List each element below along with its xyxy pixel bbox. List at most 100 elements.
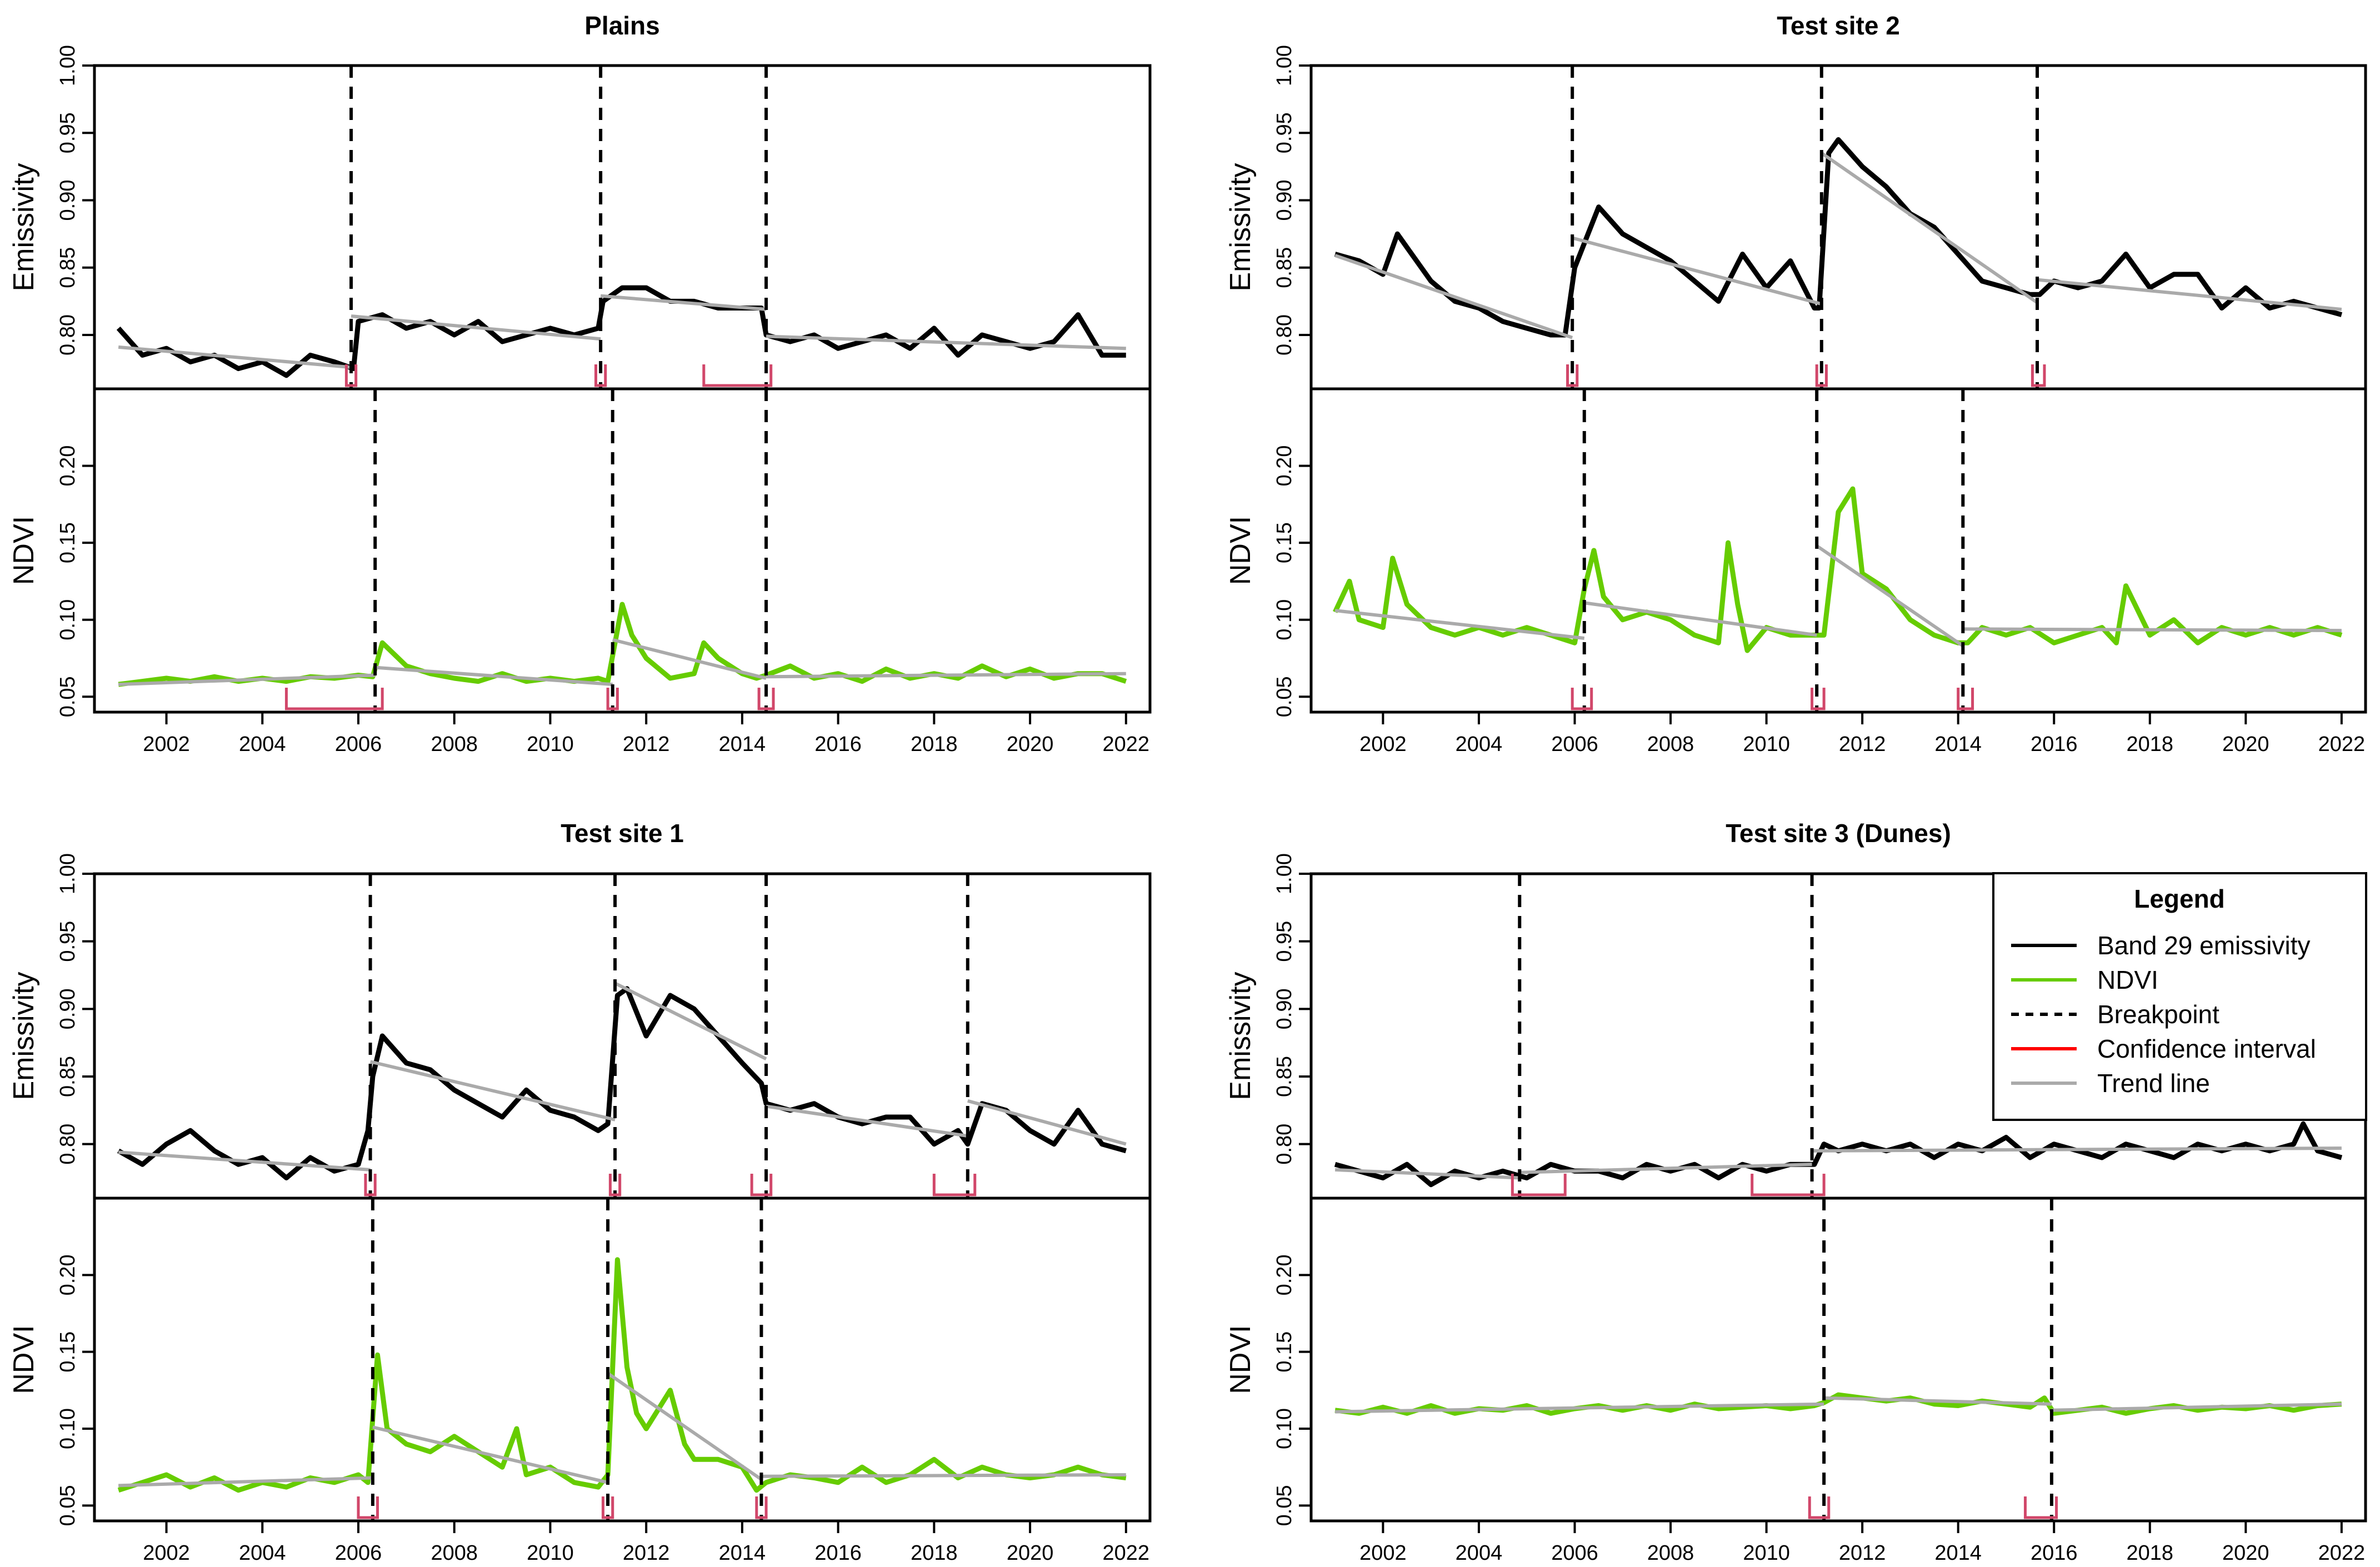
trend-segment: [375, 665, 613, 687]
legend-frame: [1992, 872, 2367, 1121]
x-tick-label: 2016: [2031, 1541, 2078, 1565]
trend-segment: [1584, 601, 1817, 637]
y-tick-label: 0.85: [1273, 1056, 1296, 1097]
confidence-interval: [606, 688, 619, 710]
trend-segment: [118, 1150, 371, 1172]
y-axis-label: Emissivity: [1224, 163, 1257, 291]
x-tick-label: 2006: [335, 733, 382, 756]
legend-label-confidence: Confidence interval: [2097, 1034, 2316, 1063]
x-tick-label: 2002: [1359, 1541, 1407, 1565]
x-tick-label: 2004: [239, 733, 286, 756]
x-tick-label: 2002: [1359, 733, 1407, 756]
x-tick-label: 2020: [1007, 1541, 1054, 1565]
x-tick-label: 2006: [335, 1541, 382, 1565]
chart-test-site-2: Test site 2 0.80 0.85 0.90 0.95 1.00 Emissivit…: [1224, 11, 2367, 756]
trend-segment: [372, 1425, 608, 1484]
legend-box: Legend Band 29 emissivity NDVI Breakpoin…: [1992, 872, 2367, 1121]
emissivity-line: [116, 285, 1126, 378]
trend-segment: [351, 314, 601, 341]
x-tick-label: 2018: [911, 733, 958, 756]
trend-segment: [766, 1104, 968, 1138]
panel-plot-area: [117, 874, 1127, 1198]
x-tick-label: 2022: [1103, 1541, 1150, 1565]
panel-ndvi: 0.05 0.10 0.15 0.20 NDVI: [1224, 1196, 2367, 1526]
y-tick-label: 0.20: [56, 445, 79, 487]
trend-segment: [612, 638, 767, 680]
y-tick-label: 0.15: [1273, 522, 1296, 563]
legend-label-emissivity: Band 29 emissivity: [2097, 931, 2311, 960]
y-axis-label: NDVI: [8, 516, 40, 585]
panel-frame: [1309, 387, 2367, 714]
panel-ndvi: 0.05 0.10 0.15 0.20 NDVI: [8, 387, 1152, 717]
y-tick-label: 0.15: [1273, 1331, 1296, 1373]
confidence-interval: [1811, 688, 1826, 710]
x-tick-label: 2016: [2031, 733, 2078, 756]
trend-segment: [1812, 1146, 2342, 1153]
y-tick-label: 0.85: [56, 247, 79, 288]
trend-segment: [1572, 236, 1822, 306]
x-tick-label: 2004: [239, 1541, 286, 1565]
y-tick-label: 0.15: [56, 522, 79, 563]
confidence-interval: [702, 364, 773, 387]
x-tick-label: 2006: [1551, 1541, 1598, 1565]
confidence-interval: [594, 364, 607, 387]
trend-segment: [369, 1060, 616, 1122]
x-tick-label: 2010: [1743, 733, 1790, 756]
x-tick-label: 2010: [1743, 1541, 1790, 1565]
y-tick-label: 0.95: [1273, 112, 1296, 153]
y-tick-label: 0.05: [56, 676, 79, 717]
panel-frame: [93, 64, 1152, 391]
x-tick-label: 2022: [1103, 733, 1150, 756]
x-tick-label: 2014: [719, 1541, 766, 1565]
chart-title: Plains: [584, 11, 660, 40]
trend-segment: [1335, 1168, 1520, 1180]
x-tick-label: 2010: [527, 733, 574, 756]
confidence-interval: [1751, 1174, 1826, 1196]
trend-segment: [1334, 254, 1573, 339]
chart-test-site-3: Test site 3 (Dunes) 0.80 0.85 0.90 0.95 1.00 E…: [1224, 819, 2367, 1565]
confidence-interval: [750, 1174, 773, 1196]
panel-frame: [1309, 64, 2367, 391]
y-axis-label: NDVI: [8, 1325, 40, 1394]
ndvi-line: [118, 602, 1127, 687]
panel-frame: [93, 387, 1152, 714]
confidence-interval: [1566, 364, 1579, 387]
x-tick-label: 2014: [1934, 1541, 1982, 1565]
legend-label-trend: Trend line: [2097, 1069, 2210, 1098]
x-tick-label: 2008: [431, 733, 478, 756]
ndvi-line: [117, 1257, 1127, 1493]
confidence-interval: [357, 1496, 379, 1519]
panel-plot-area: [116, 66, 1126, 389]
y-tick-label: 1.00: [1273, 853, 1296, 894]
y-tick-label: 1.00: [1273, 45, 1296, 86]
trend-segment: [1334, 609, 1585, 640]
x-tick-label: 2016: [814, 1541, 862, 1565]
panel-plot-area: [1334, 66, 2343, 389]
trend-segment: [766, 672, 1126, 679]
panel-ndvi: 0.05 0.10 0.15 0.20 NDVI: [1224, 387, 2367, 717]
y-tick-label: 0.15: [56, 1331, 79, 1373]
confidence-interval: [757, 688, 775, 710]
x-tick-label: 2022: [2318, 733, 2366, 756]
plots-layer: Plains 0.80 0.85 0.90 0.95 1.00 Emissivity 0.05…: [8, 11, 2367, 1565]
x-tick-label: 2012: [623, 733, 670, 756]
trend-segment: [1816, 544, 1964, 648]
y-tick-label: 0.10: [56, 599, 79, 640]
panel-frame: [93, 872, 1152, 1200]
panel-ndvi: 0.05 0.10 0.15 0.20 NDVI: [8, 1196, 1152, 1526]
y-tick-label: 0.80: [1273, 1124, 1296, 1165]
trend-segment: [118, 673, 376, 687]
trend-segment: [118, 1476, 373, 1488]
trend-segment: [761, 1473, 1126, 1478]
x-tick-label: 2006: [1551, 733, 1598, 756]
panel-plot-area: [1333, 389, 2343, 712]
y-tick-label: 1.00: [56, 45, 79, 86]
x-tick-label: 2012: [1839, 733, 1886, 756]
trend-segment: [614, 982, 767, 1061]
panel-plot-area: [1334, 1198, 2342, 1521]
panel-frame: [1309, 1196, 2367, 1523]
confidence-interval: [1957, 688, 1974, 710]
x-tick-label: 2008: [431, 1541, 478, 1565]
y-axis-label: Emissivity: [8, 163, 40, 291]
y-tick-label: 0.95: [1273, 921, 1296, 962]
